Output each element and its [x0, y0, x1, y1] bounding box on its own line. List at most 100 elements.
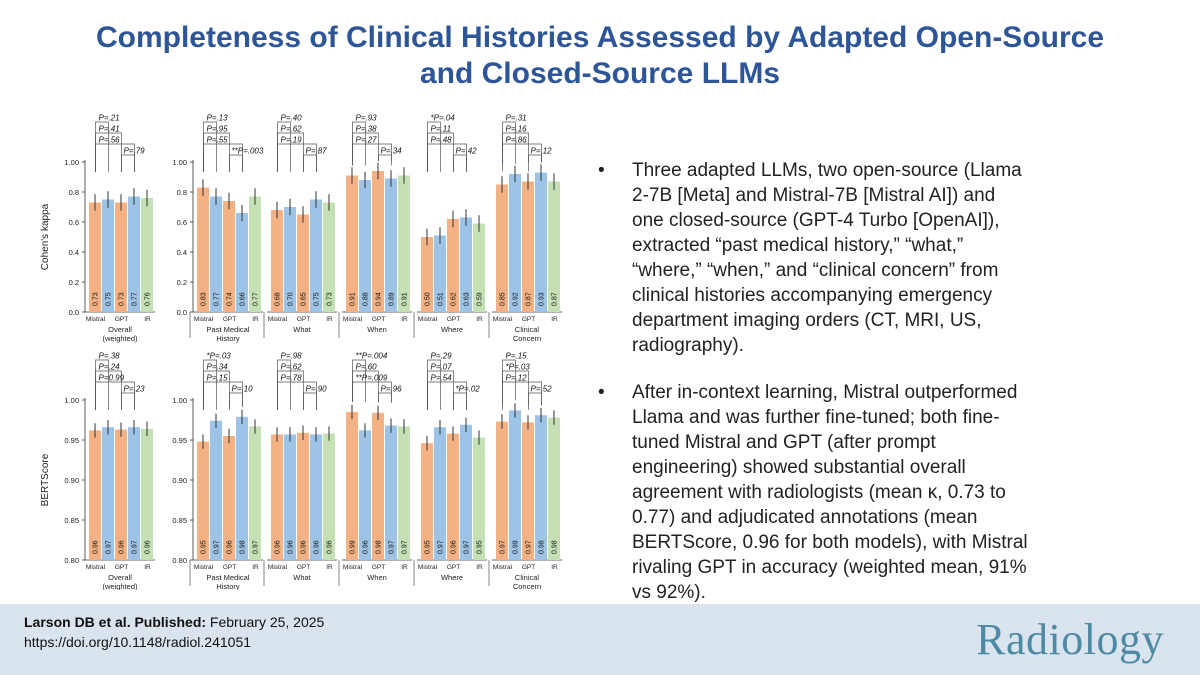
bar-category-label: Mistral: [343, 564, 363, 571]
p-value-label: **P=.009: [356, 374, 388, 383]
bar: [473, 223, 485, 312]
bar-category-label: Mistral: [86, 564, 106, 571]
bar-value-label: 0.96: [451, 540, 458, 554]
bar-chart-figure: Cohen's kappa 0.0 0.2 0.4 0.6 0.8 1.00 0.0 0.2 0.…: [40, 114, 562, 590]
bar-value-label: 0.92: [513, 292, 520, 306]
bar: [310, 434, 322, 560]
bar-category-label: IR: [476, 316, 483, 323]
group-label: (weighted): [102, 582, 138, 590]
bar-value-label: 0.77: [253, 292, 260, 306]
y-axis-label: Cohen's kappa: [40, 203, 51, 270]
group-label: Past Medical: [207, 573, 250, 582]
bar-value-label: 0.97: [526, 540, 533, 554]
bar-category-label: Mistral: [343, 316, 363, 323]
bar: [115, 202, 127, 312]
bar: [535, 415, 547, 560]
citation-doi-link[interactable]: https://doi.org/10.1148/radiol.241051: [24, 634, 252, 650]
p-value-label: P=.96: [381, 385, 403, 394]
p-value-label: P=.41: [99, 125, 120, 134]
bar: [548, 181, 560, 312]
p-value-label: P=.40: [281, 114, 303, 123]
y-axis-label: BERTScore: [40, 453, 51, 506]
bar-category-label: IR: [551, 316, 558, 323]
bar: [434, 235, 446, 312]
bar-value-label: 0.96: [288, 540, 295, 554]
p-value-label: P=.90: [306, 385, 328, 394]
bar-value-label: 0.65: [301, 292, 308, 306]
bar-category-label: Mistral: [493, 316, 513, 323]
bar: [473, 437, 485, 560]
p-value-label: P=.34: [381, 147, 403, 156]
p-value-label: *P=.03: [207, 352, 232, 361]
bar: [509, 410, 521, 560]
bar-category-label: Mistral: [418, 316, 438, 323]
significance-bracket: [528, 154, 542, 163]
bar-category-label: GPT: [223, 564, 236, 571]
y-tick-label: 0.0: [69, 308, 79, 317]
bar: [385, 425, 397, 560]
significance-bracket: [303, 154, 317, 172]
bar-value-label: 0.95: [477, 540, 484, 554]
p-value-label: P=.19: [281, 136, 303, 145]
p-value-label: P=.29: [431, 352, 453, 361]
bar: [548, 417, 560, 560]
bullet-dot: •: [598, 382, 605, 403]
bar-category-label: IR: [551, 564, 558, 571]
y-tick-label: 0.2: [69, 278, 79, 287]
bar-value-label: 0.66: [240, 292, 247, 306]
bar-value-label: 0.96: [327, 540, 334, 554]
bar: [509, 174, 521, 312]
group-label: When: [367, 325, 387, 334]
bar-value-label: 0.99: [513, 540, 520, 554]
bar-value-label: 0.89: [389, 292, 396, 306]
bar: [434, 427, 446, 560]
p-value-label: P=.54: [431, 374, 453, 383]
p-value-label: P=.38: [356, 125, 378, 134]
significance-bracket: [303, 392, 317, 410]
bar-value-label: 0.97: [438, 540, 445, 554]
bar-category-label: Mistral: [418, 564, 438, 571]
bar-category-label: IR: [144, 564, 151, 571]
bar-value-label: 0.68: [275, 292, 282, 306]
p-value-label: **P=.004: [356, 352, 388, 361]
bar-value-label: 0.77: [132, 292, 139, 306]
p-value-label: P=.79: [124, 147, 146, 156]
radiology-logo: Radiology: [976, 615, 1164, 664]
y-tick-label: 0.80: [172, 556, 187, 565]
bar: [128, 196, 140, 312]
bar-category-label: GPT: [522, 316, 535, 323]
bar-category-label: GPT: [223, 316, 236, 323]
significance-bracket: [121, 392, 135, 410]
bar-category-label: IR: [326, 316, 333, 323]
bar: [271, 434, 283, 560]
p-value-label: P=.23: [124, 385, 146, 394]
bar-value-label: 0.83: [201, 292, 208, 306]
bar-category-label: IR: [326, 564, 333, 571]
p-value-label: P=.60: [356, 363, 378, 372]
bar: [421, 237, 433, 312]
bar: [460, 217, 472, 312]
title-line-2: and Closed-Source LLMs: [419, 57, 781, 90]
bar-value-label: 0.96: [301, 540, 308, 554]
bar: [128, 427, 140, 560]
citation-date: February 25, 2025: [209, 614, 325, 630]
p-value-label: P=.48: [431, 136, 453, 145]
p-value-label: P=.62: [281, 125, 303, 134]
p-value-label: P=.16: [506, 125, 528, 134]
p-value-label: P=.95: [207, 125, 229, 134]
bullet-text: After in-context learning, Mistral outpe…: [632, 382, 1028, 603]
citation-authors: Larson DB et al. Published:: [24, 614, 207, 630]
bar-value-label: 0.98: [539, 540, 546, 554]
group-label: History: [216, 582, 240, 590]
bar-value-label: 0.99: [350, 540, 357, 554]
group-label: Concern: [513, 334, 541, 343]
p-value-label: *P=.02: [456, 385, 481, 394]
y-tick-label: 0.85: [172, 516, 187, 525]
bar: [249, 196, 261, 312]
bar-category-label: GPT: [297, 316, 310, 323]
bar-value-label: 0.97: [214, 540, 221, 554]
bar: [115, 429, 127, 560]
bar: [460, 424, 472, 560]
group-label: What: [293, 325, 311, 334]
y-tick-label: 0.6: [177, 218, 187, 227]
